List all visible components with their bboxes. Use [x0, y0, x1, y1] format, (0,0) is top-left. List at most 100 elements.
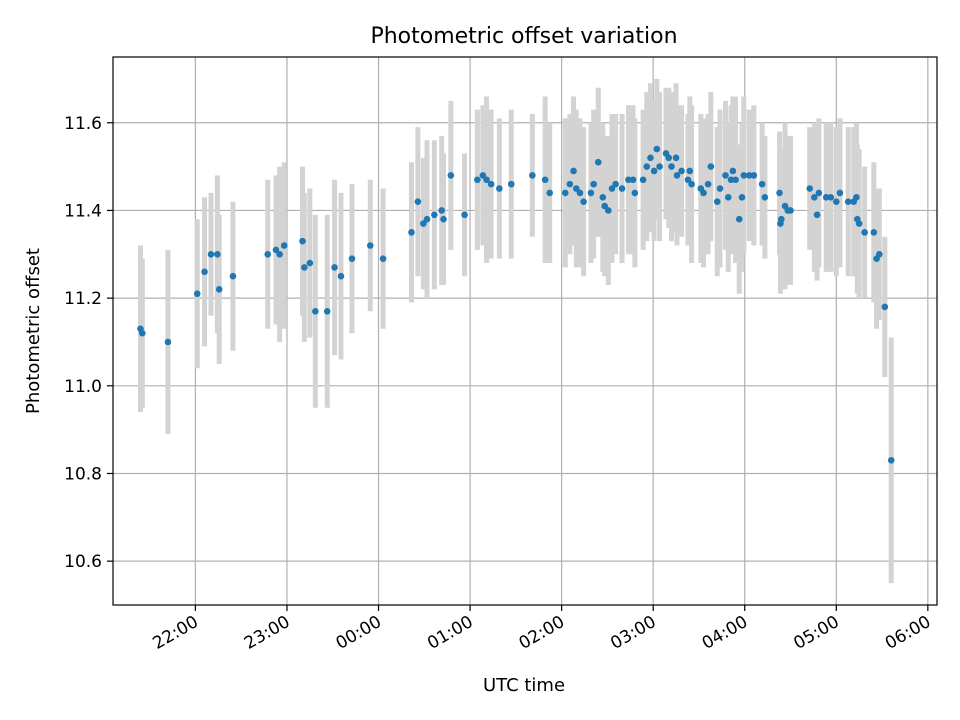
- data-point: [576, 189, 584, 197]
- data-point: [727, 176, 735, 184]
- error-bars: [137, 78, 894, 584]
- data-point: [647, 154, 654, 162]
- data-point: [688, 180, 695, 188]
- data-point: [408, 229, 415, 236]
- data-point: [201, 268, 208, 276]
- data-point: [740, 172, 748, 179]
- data-point: [474, 176, 481, 184]
- data-point: [704, 180, 712, 188]
- data-point: [822, 193, 830, 201]
- x-tick-label: 01:00: [424, 612, 476, 654]
- data-point: [572, 185, 580, 192]
- data-point: [447, 172, 455, 179]
- data-point: [580, 198, 587, 205]
- data-point: [787, 207, 794, 214]
- data-point: [337, 272, 345, 280]
- x-axis-ticks: 22:00 23:00 00:00 01:00 02:00 03:00 04:00 05:00…: [149, 605, 934, 654]
- data-point: [668, 163, 675, 170]
- data-point: [605, 207, 612, 214]
- data-point: [806, 185, 814, 192]
- x-tick-label: 05:00: [790, 612, 842, 654]
- data-point: [861, 229, 868, 236]
- data-point: [716, 185, 724, 192]
- data-point: [414, 198, 422, 205]
- data-point: [570, 167, 577, 175]
- data-point: [625, 176, 632, 184]
- data-point: [214, 250, 221, 258]
- data-point: [431, 211, 438, 219]
- data-point: [379, 255, 387, 262]
- data-point: [887, 457, 895, 464]
- data-point: [815, 189, 823, 197]
- data-point: [348, 255, 356, 262]
- x-tick-label: 23:00: [241, 612, 293, 654]
- data-point: [761, 193, 769, 201]
- chart-title: Photometric offset variation: [370, 24, 677, 49]
- data-points: [137, 145, 895, 464]
- data-point: [306, 259, 314, 267]
- data-point: [280, 242, 288, 249]
- data-point: [738, 193, 746, 201]
- data-point: [479, 172, 487, 179]
- data-point: [656, 163, 663, 170]
- data-point: [631, 189, 639, 197]
- x-tick-label: 03:00: [607, 612, 659, 654]
- data-point: [724, 193, 732, 201]
- plot-frame: [112, 56, 938, 606]
- x-tick-label: 02:00: [516, 612, 568, 654]
- data-point: [700, 189, 707, 197]
- data-point: [507, 180, 515, 188]
- data-point: [331, 264, 338, 271]
- data-point: [653, 145, 661, 153]
- data-point: [487, 180, 495, 188]
- data-point: [323, 307, 331, 315]
- data-point: [566, 180, 574, 188]
- data-point: [301, 264, 308, 271]
- data-point: [844, 198, 852, 205]
- data-point: [587, 189, 595, 197]
- data-point: [207, 250, 215, 258]
- data-point: [713, 198, 721, 205]
- data-point: [440, 215, 447, 223]
- y-tick-label: 10.8: [64, 464, 102, 484]
- data-point: [813, 211, 821, 219]
- data-point: [722, 172, 729, 179]
- data-point: [673, 172, 681, 179]
- data-point: [758, 180, 766, 188]
- data-point: [541, 176, 549, 184]
- data-point: [438, 207, 445, 214]
- data-point: [707, 163, 715, 170]
- data-point: [164, 338, 172, 346]
- data-point: [732, 176, 739, 184]
- data-point: [855, 220, 863, 227]
- data-point: [665, 154, 673, 162]
- data-point: [639, 176, 647, 184]
- data-point: [684, 176, 692, 184]
- data-point: [138, 329, 146, 337]
- data-point: [561, 189, 569, 197]
- data-point: [778, 215, 785, 223]
- data-point: [746, 172, 753, 179]
- x-axis-label: UTC time: [483, 675, 565, 696]
- data-point: [590, 180, 597, 188]
- data-point: [678, 167, 685, 175]
- data-point: [836, 189, 844, 197]
- data-point: [312, 307, 319, 315]
- data-point: [618, 185, 626, 192]
- data-point: [420, 220, 427, 227]
- data-point: [870, 229, 878, 236]
- data-point: [643, 163, 651, 170]
- data-point: [529, 172, 536, 179]
- data-point: [672, 154, 680, 162]
- y-axis-ticks: 10.6 10.8 11.0 11.2 11.4 11.6: [64, 114, 113, 572]
- data-point: [264, 250, 272, 258]
- data-point: [272, 246, 280, 254]
- data-point: [599, 193, 607, 201]
- y-tick-label: 11.6: [64, 114, 102, 134]
- x-tick-label: 06:00: [882, 612, 934, 654]
- y-tick-label: 10.6: [64, 552, 102, 572]
- data-point: [827, 193, 835, 201]
- y-tick-label: 11.0: [64, 377, 102, 397]
- data-point: [215, 286, 223, 293]
